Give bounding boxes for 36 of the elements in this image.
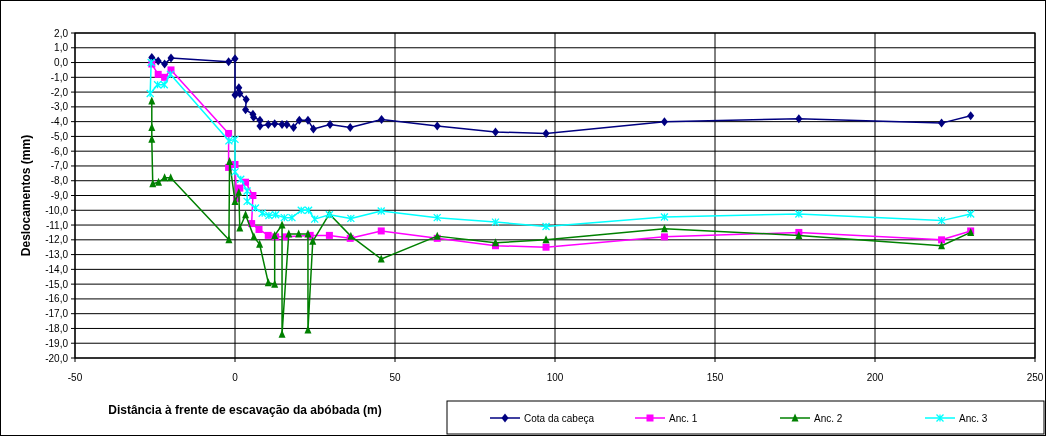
x-tick-label: -50: [67, 372, 83, 383]
y-tick-label: 0,0: [54, 57, 69, 69]
y-tick-label: -17,0: [45, 308, 69, 320]
y-tick-label: -20,0: [45, 352, 69, 364]
legend-label: Anc. 2: [814, 412, 843, 424]
y-tick-label: -16,0: [45, 293, 69, 305]
y-tick-label: -8,0: [50, 175, 69, 187]
y-tick-label: -15,0: [45, 278, 69, 290]
y-tick-label: -11,0: [45, 219, 69, 231]
x-tick-label: 0: [232, 372, 239, 383]
y-tick-label: 1,0: [54, 42, 69, 54]
y-tick-label: -2,0: [50, 86, 69, 98]
y-tick-label: -19,0: [45, 337, 69, 349]
y-tick-label: -4,0: [50, 116, 69, 128]
legend-label: Anc. 1: [669, 412, 698, 424]
y-axis-title: Deslocamentos (mm): [19, 134, 33, 257]
x-tick-label: 250: [1026, 372, 1044, 383]
y-tick-label: -18,0: [45, 322, 69, 334]
y-tick-label: -6,0: [50, 145, 69, 157]
y-tick-label: -10,0: [45, 204, 69, 216]
legend-label: Anc. 3: [959, 412, 988, 424]
y-tick-label: -13,0: [45, 249, 69, 261]
y-tick-label: -9,0: [50, 190, 69, 201]
x-tick-label: 100: [546, 372, 564, 383]
legend-label: Cota da cabeça: [524, 412, 595, 424]
y-tick-label: 2,0: [54, 27, 69, 39]
y-tick-label: -7,0: [50, 160, 69, 172]
y-tick-label: -5,0: [50, 130, 69, 142]
y-tick-label: -14,0: [45, 263, 69, 275]
x-tick-label: 50: [389, 372, 401, 383]
y-tick-label: -12,0: [45, 234, 69, 246]
x-tick-label: 200: [866, 372, 884, 383]
y-tick-label: -1,0: [50, 71, 69, 83]
x-tick-label: 150: [706, 372, 724, 383]
x-axis-title: Distância à frente de escavação da abóbada (m): [108, 403, 382, 417]
y-tick-label: -3,0: [50, 101, 69, 113]
